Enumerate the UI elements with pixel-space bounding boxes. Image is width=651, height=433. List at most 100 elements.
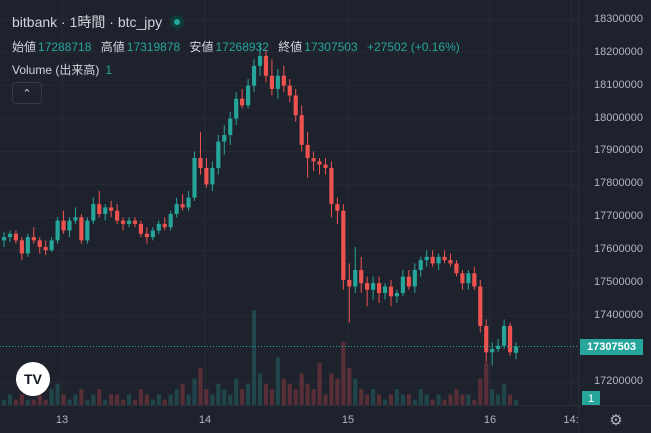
volume-bar <box>436 394 441 405</box>
candle-body <box>103 207 108 215</box>
candle-body <box>472 273 477 287</box>
candle-body <box>174 204 179 215</box>
candle-body <box>466 273 471 284</box>
volume-bar <box>287 383 292 405</box>
volume-bar <box>150 399 155 405</box>
volume-bar <box>186 394 191 405</box>
price-tick-label: 18000000 <box>594 111 643 124</box>
volume-bar <box>216 383 221 405</box>
candle-body <box>323 164 328 168</box>
volume-bar <box>299 373 304 405</box>
volume-bar <box>210 394 215 405</box>
ohlc-legend: 始値 17288718 高値 17319878 安値 17268932 終値 17307… <box>12 38 466 55</box>
volume-bar <box>341 341 346 405</box>
volume-bar <box>228 394 233 405</box>
candle-body <box>442 256 447 261</box>
time-tick-label: 14 <box>198 414 212 426</box>
candle-body <box>37 240 42 247</box>
candle-body <box>376 283 382 294</box>
low-label: 安値 <box>189 40 214 54</box>
time-tick-label: 13 <box>55 414 69 426</box>
last-volume-label: 1 <box>582 391 600 406</box>
volume-bar <box>162 399 167 405</box>
volume-bar <box>49 389 54 405</box>
candle-body <box>365 283 370 290</box>
time-axis[interactable]: 13 14 15 16 14: <box>0 405 579 433</box>
tradingview-logo[interactable]: TV <box>16 362 50 396</box>
high-label: 高値 <box>100 40 125 54</box>
volume-bar <box>269 389 274 405</box>
volume-bar <box>198 368 203 405</box>
candle-body <box>388 286 394 297</box>
settings-gear-icon[interactable]: ⚙ <box>609 412 623 429</box>
candle-body <box>430 256 435 264</box>
volume-bar <box>472 399 477 405</box>
candle-body <box>61 220 66 231</box>
change-value: +27502 (+0.16%) <box>367 40 460 54</box>
candle-body <box>79 217 84 241</box>
candle-body <box>85 220 90 241</box>
candle-body <box>186 197 191 208</box>
candle-body <box>97 204 102 215</box>
volume-bar <box>115 394 120 405</box>
volume-bar <box>25 399 30 405</box>
candle-body <box>317 161 322 165</box>
volume-bar <box>132 399 138 405</box>
candle-body <box>228 118 233 135</box>
volume-bar <box>73 394 78 405</box>
volume-bar <box>359 389 364 405</box>
volume-bar <box>335 378 340 405</box>
volume-label[interactable]: Volume (出来高) <box>12 63 100 77</box>
volume-bar <box>13 399 18 405</box>
candle-body <box>55 220 60 241</box>
candle-body <box>31 237 36 241</box>
volume-bar <box>305 383 310 405</box>
last-price-label: 17307503 <box>580 338 643 355</box>
volume-bars <box>1 310 519 405</box>
candle-body <box>25 237 30 254</box>
candle-body <box>311 158 316 162</box>
candle-body <box>198 158 203 168</box>
candle-body <box>418 260 423 270</box>
candle-body <box>126 220 132 224</box>
candle-body <box>234 98 239 119</box>
candle-body <box>132 220 138 224</box>
price-tick-label: 17500000 <box>594 276 643 289</box>
volume-bar <box>156 394 161 405</box>
price-tick-label: 17800000 <box>594 177 643 190</box>
price-tick-label: 17700000 <box>594 210 643 223</box>
price-chart-pane[interactable] <box>0 0 578 405</box>
candle-body <box>293 95 298 116</box>
volume-bar <box>293 389 298 405</box>
volume-bar <box>251 310 257 405</box>
collapse-legend-button[interactable]: ⌃ <box>12 82 42 104</box>
candle-body <box>43 246 48 251</box>
candle-body <box>109 207 114 211</box>
volume-bar <box>394 389 400 405</box>
volume-bar <box>97 389 102 405</box>
volume-bar <box>103 399 108 405</box>
volume-bar <box>263 383 269 405</box>
price-tick-label: 18300000 <box>594 12 643 25</box>
volume-bar <box>31 399 36 405</box>
volume-bar <box>478 378 483 405</box>
volume-bar <box>240 389 245 405</box>
volume-bar <box>412 399 417 405</box>
candle-body <box>115 210 120 221</box>
price-axis[interactable]: 18300000 18200000 18100000 18000000 17900000… <box>578 0 651 406</box>
candle-body <box>335 204 340 211</box>
candle-body <box>436 256 441 264</box>
candle-body <box>353 270 358 287</box>
candle-body <box>180 204 185 208</box>
time-tick-label: 16 <box>483 414 497 426</box>
volume-bar <box>382 399 388 405</box>
candle-body <box>287 85 292 96</box>
volume-bar <box>1 399 7 405</box>
candle-body <box>490 349 495 353</box>
symbol-title[interactable]: bitbank · 1時間 · btc_jpy <box>12 14 163 30</box>
price-tick-label: 17200000 <box>594 374 643 387</box>
candle-body <box>412 270 417 287</box>
volume-bar <box>496 394 501 405</box>
candle-body <box>49 240 54 251</box>
